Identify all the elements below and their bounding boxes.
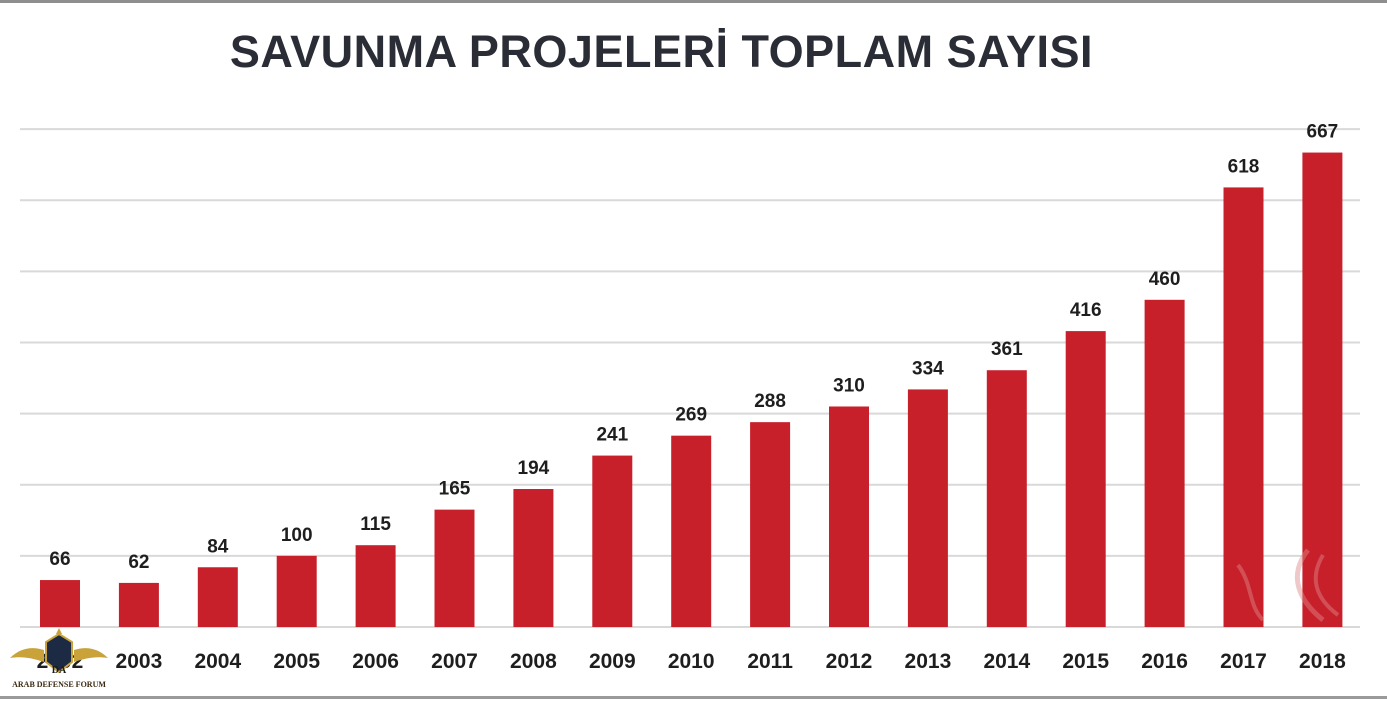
x-tick-2007: 2007 bbox=[431, 650, 478, 673]
x-tick-2011: 2011 bbox=[747, 650, 793, 673]
x-tick-2018: 2018 bbox=[1299, 650, 1346, 673]
x-tick-2013: 2013 bbox=[905, 650, 952, 673]
bar-2016 bbox=[1144, 299, 1185, 627]
value-label-2014: 361 bbox=[991, 339, 1023, 360]
x-tick-2010: 2010 bbox=[668, 650, 715, 673]
value-label-2005: 100 bbox=[281, 525, 313, 546]
value-label-2011: 288 bbox=[754, 391, 786, 412]
arab-defense-forum-logo: DA ARAB DEFENSE FORUM bbox=[6, 628, 112, 704]
bar-2006 bbox=[355, 545, 396, 627]
watermark-name: ARAB DEFENSE FORUM bbox=[12, 680, 106, 689]
x-tick-2014: 2014 bbox=[983, 650, 1030, 673]
x-tick-2015: 2015 bbox=[1062, 650, 1109, 673]
bar-2013 bbox=[907, 389, 948, 627]
bar-2017 bbox=[1223, 187, 1264, 627]
bar-2002 bbox=[40, 580, 80, 627]
value-label-2008: 194 bbox=[518, 458, 550, 479]
bar-2012 bbox=[829, 406, 869, 627]
decorative-wing-icon bbox=[1236, 548, 1340, 622]
value-label-2006: 115 bbox=[360, 514, 391, 535]
bar-2011 bbox=[750, 422, 791, 627]
x-tick-2008: 2008 bbox=[510, 650, 557, 673]
bar-2018 bbox=[1302, 152, 1343, 627]
value-label-2016: 460 bbox=[1149, 269, 1181, 290]
x-tick-2003: 2003 bbox=[116, 650, 163, 673]
bar-2015 bbox=[1065, 331, 1106, 627]
eagle-emblem-icon bbox=[10, 628, 108, 674]
bar-2007 bbox=[434, 509, 475, 627]
watermark-monogram: DA bbox=[51, 665, 67, 676]
bar-2008 bbox=[513, 489, 554, 627]
bar-2004 bbox=[197, 567, 238, 627]
x-tick-2006: 2006 bbox=[352, 650, 399, 673]
x-tick-2009: 2009 bbox=[589, 650, 636, 673]
value-label-2013: 334 bbox=[912, 358, 944, 379]
bottom-frame-line bbox=[0, 696, 1387, 699]
value-label-2012: 310 bbox=[833, 375, 865, 396]
value-label-2003: 62 bbox=[128, 552, 149, 573]
value-label-2015: 416 bbox=[1070, 300, 1102, 321]
value-label-2010: 269 bbox=[675, 405, 707, 426]
bar-2009 bbox=[592, 455, 633, 627]
x-tick-2004: 2004 bbox=[194, 650, 241, 673]
value-label-2009: 241 bbox=[596, 425, 628, 446]
x-axis-tick-labels: 2002200320042005200620072008200920102011… bbox=[37, 650, 1346, 673]
x-tick-2017: 2017 bbox=[1220, 650, 1267, 673]
value-label-2018: 667 bbox=[1307, 122, 1339, 143]
bar-2010 bbox=[671, 435, 712, 627]
bars bbox=[40, 152, 1343, 627]
value-label-2002: 66 bbox=[49, 549, 70, 570]
value-labels: 66 62 84 100 115 165 194 241 269 288 310 334 361 416 4… bbox=[49, 122, 1338, 573]
gridlines bbox=[20, 128, 1360, 628]
top-frame-line bbox=[0, 0, 1387, 3]
value-label-2007: 165 bbox=[439, 479, 471, 500]
bar-2003 bbox=[118, 582, 159, 627]
x-tick-2012: 2012 bbox=[826, 650, 873, 673]
x-tick-2016: 2016 bbox=[1141, 650, 1188, 673]
x-tick-2005: 2005 bbox=[273, 650, 320, 673]
value-label-2017: 618 bbox=[1228, 156, 1260, 177]
bar-2005 bbox=[276, 555, 317, 627]
bar-2014 bbox=[986, 370, 1027, 627]
value-label-2004: 84 bbox=[207, 536, 229, 557]
chart-title: SAVUNMA PROJELERİ TOPLAM SAYISI bbox=[229, 26, 1094, 77]
